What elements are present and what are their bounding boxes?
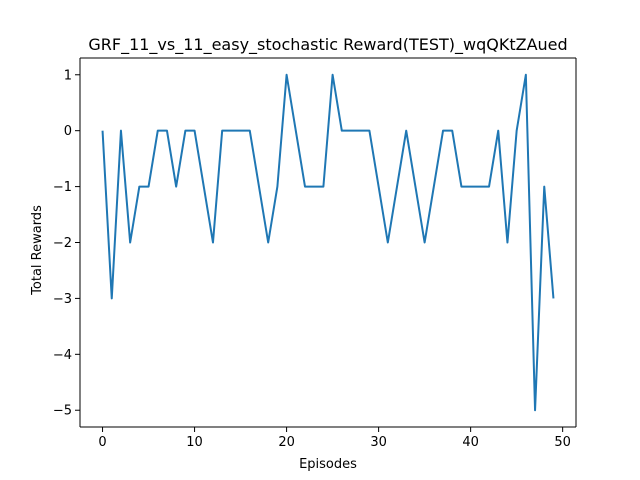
x-tick-label-0: 0: [98, 435, 106, 450]
plot-area: 0 10 20 30 40 50 −5 −4 −3 −2 −1 0 1: [53, 57, 577, 450]
y-tick-label--3: −3: [53, 292, 72, 307]
series-line-0: [101, 73, 555, 412]
y-tick-label--5: −5: [53, 404, 72, 419]
y-tick-label--4: −4: [53, 348, 72, 363]
x-axis-label: Episodes: [299, 457, 357, 472]
y-tick-label--2: −2: [53, 236, 72, 251]
y-tick-label-0: 0: [64, 124, 72, 139]
x-tick-label-10: 10: [186, 435, 203, 450]
chart-title: GRF_11_vs_11_easy_stochastic Reward(TEST…: [88, 35, 567, 55]
y-tick-label--1: −1: [53, 180, 72, 195]
y-tick-label-1: 1: [64, 68, 72, 83]
y-axis-label: Total Rewards: [30, 205, 45, 296]
x-tick-label-40: 40: [462, 435, 479, 450]
x-tick-label-20: 20: [278, 435, 295, 450]
x-tick-label-50: 50: [554, 435, 571, 450]
x-tick-label-30: 30: [370, 435, 387, 450]
